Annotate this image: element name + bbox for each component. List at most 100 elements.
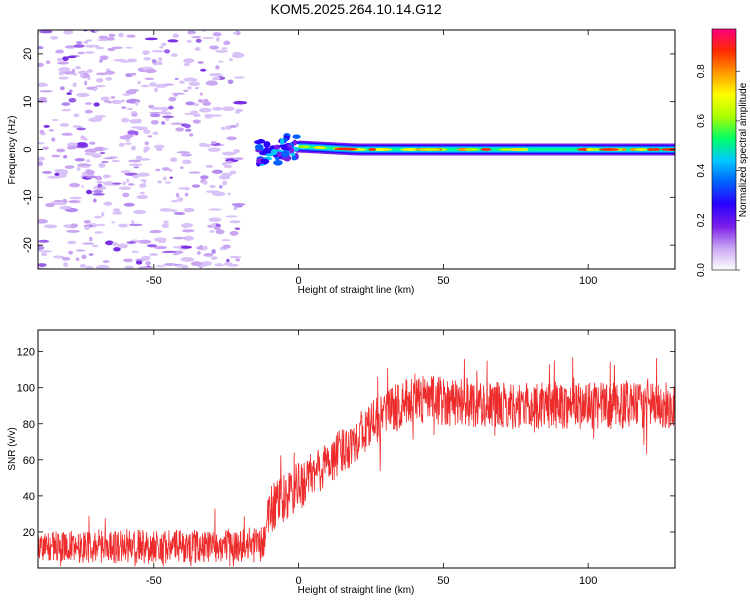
signal-hotspot — [313, 146, 325, 149]
noise-blob — [120, 170, 131, 174]
noise-blob — [233, 149, 240, 154]
signal-hotspot — [372, 148, 387, 151]
noise-blob — [63, 154, 68, 159]
noise-blob — [197, 61, 204, 64]
noise-blob — [41, 252, 48, 257]
noise-blob — [149, 229, 163, 234]
noise-blob — [150, 120, 159, 125]
spectrogram-x-label: Height of straight line (km) — [298, 285, 415, 296]
noise-blob — [107, 47, 116, 52]
noise-blob — [126, 34, 136, 38]
noise-blob — [163, 263, 177, 266]
snr-x-label: Height of straight line (km) — [298, 585, 415, 596]
noise-blob — [126, 107, 134, 111]
noise-blob — [68, 97, 77, 103]
noise-blob — [124, 142, 132, 145]
transition-blob — [260, 158, 270, 165]
noise-blob — [38, 30, 53, 34]
noise-blob — [201, 36, 215, 39]
noise-blob — [92, 189, 104, 194]
noise-blob — [169, 157, 178, 163]
noise-blob — [175, 127, 185, 132]
noise-blob — [215, 229, 225, 235]
noise-blob — [210, 114, 223, 117]
noise-blob — [69, 196, 82, 200]
noise-blob — [103, 201, 113, 206]
noise-blob — [192, 119, 201, 124]
noise-blob — [75, 66, 81, 70]
noise-blob — [188, 133, 194, 137]
noise-blob — [233, 100, 248, 105]
transition-blob — [280, 150, 290, 158]
noise-blob — [203, 98, 209, 104]
noise-blob — [77, 51, 85, 55]
spectrogram-y-tick-label: 10 — [22, 96, 34, 108]
noise-blob — [93, 146, 107, 152]
noise-blob — [93, 185, 107, 191]
noise-blob — [183, 112, 197, 115]
noise-blob — [144, 69, 157, 74]
noise-blob — [59, 205, 72, 210]
noise-blob — [153, 87, 158, 93]
noise-blob — [144, 37, 158, 41]
colorbar-tick-label: 0.6 — [696, 114, 707, 128]
noise-blob — [66, 145, 78, 150]
noise-blob — [111, 159, 120, 163]
noise-blob — [231, 203, 246, 206]
noise-blob — [170, 122, 185, 125]
noise-blob — [179, 166, 184, 169]
noise-blob — [62, 198, 68, 204]
noise-blob — [93, 198, 97, 203]
noise-blob — [82, 242, 94, 245]
noise-blob — [144, 77, 155, 80]
noise-blob — [152, 131, 159, 136]
noise-blob — [135, 100, 139, 106]
noise-blob — [139, 191, 145, 195]
noise-blob — [180, 257, 195, 262]
noise-blob — [51, 137, 56, 142]
noise-blob — [76, 142, 88, 148]
noise-blob — [184, 192, 189, 197]
signal-hotspot — [297, 145, 311, 149]
noise-blob — [38, 219, 49, 224]
noise-blob — [100, 96, 110, 101]
noise-blob — [150, 106, 165, 110]
noise-blob — [38, 263, 47, 267]
noise-blob — [68, 89, 73, 93]
noise-blob — [84, 225, 90, 230]
noise-blob — [86, 159, 91, 163]
noise-blob — [135, 260, 143, 265]
noise-blob — [154, 237, 167, 242]
noise-blob — [96, 46, 105, 50]
snr-x-tick-label: 0 — [296, 575, 302, 587]
noise-blob — [223, 164, 233, 169]
noise-blob — [98, 35, 108, 40]
noise-blob — [133, 166, 140, 169]
noise-blob — [68, 250, 74, 255]
noise-blob — [143, 51, 148, 56]
noise-blob — [162, 176, 167, 181]
noise-blob — [235, 122, 240, 127]
noise-blob — [67, 142, 78, 148]
noise-blob — [51, 154, 61, 158]
noise-blob — [85, 265, 94, 269]
transition-blob — [280, 138, 285, 145]
signal-hotspot — [400, 148, 421, 151]
noise-blob — [127, 130, 138, 135]
noise-blob — [53, 168, 68, 173]
noise-blob — [148, 82, 157, 87]
noise-blob — [170, 53, 178, 57]
noise-blob — [101, 211, 105, 217]
noise-blob — [229, 220, 241, 224]
noise-blob — [42, 170, 53, 174]
noise-blob — [211, 169, 223, 174]
spectrogram-x-ticks: -50 0 50 100 — [146, 30, 597, 287]
noise-blob — [226, 258, 230, 263]
noise-blob — [210, 256, 218, 260]
signal-hotspot — [585, 148, 594, 151]
noise-blob — [192, 113, 201, 118]
noise-blob — [102, 260, 110, 263]
noise-blob — [130, 111, 138, 114]
noise-blob — [188, 78, 198, 82]
noise-blob — [86, 69, 93, 73]
